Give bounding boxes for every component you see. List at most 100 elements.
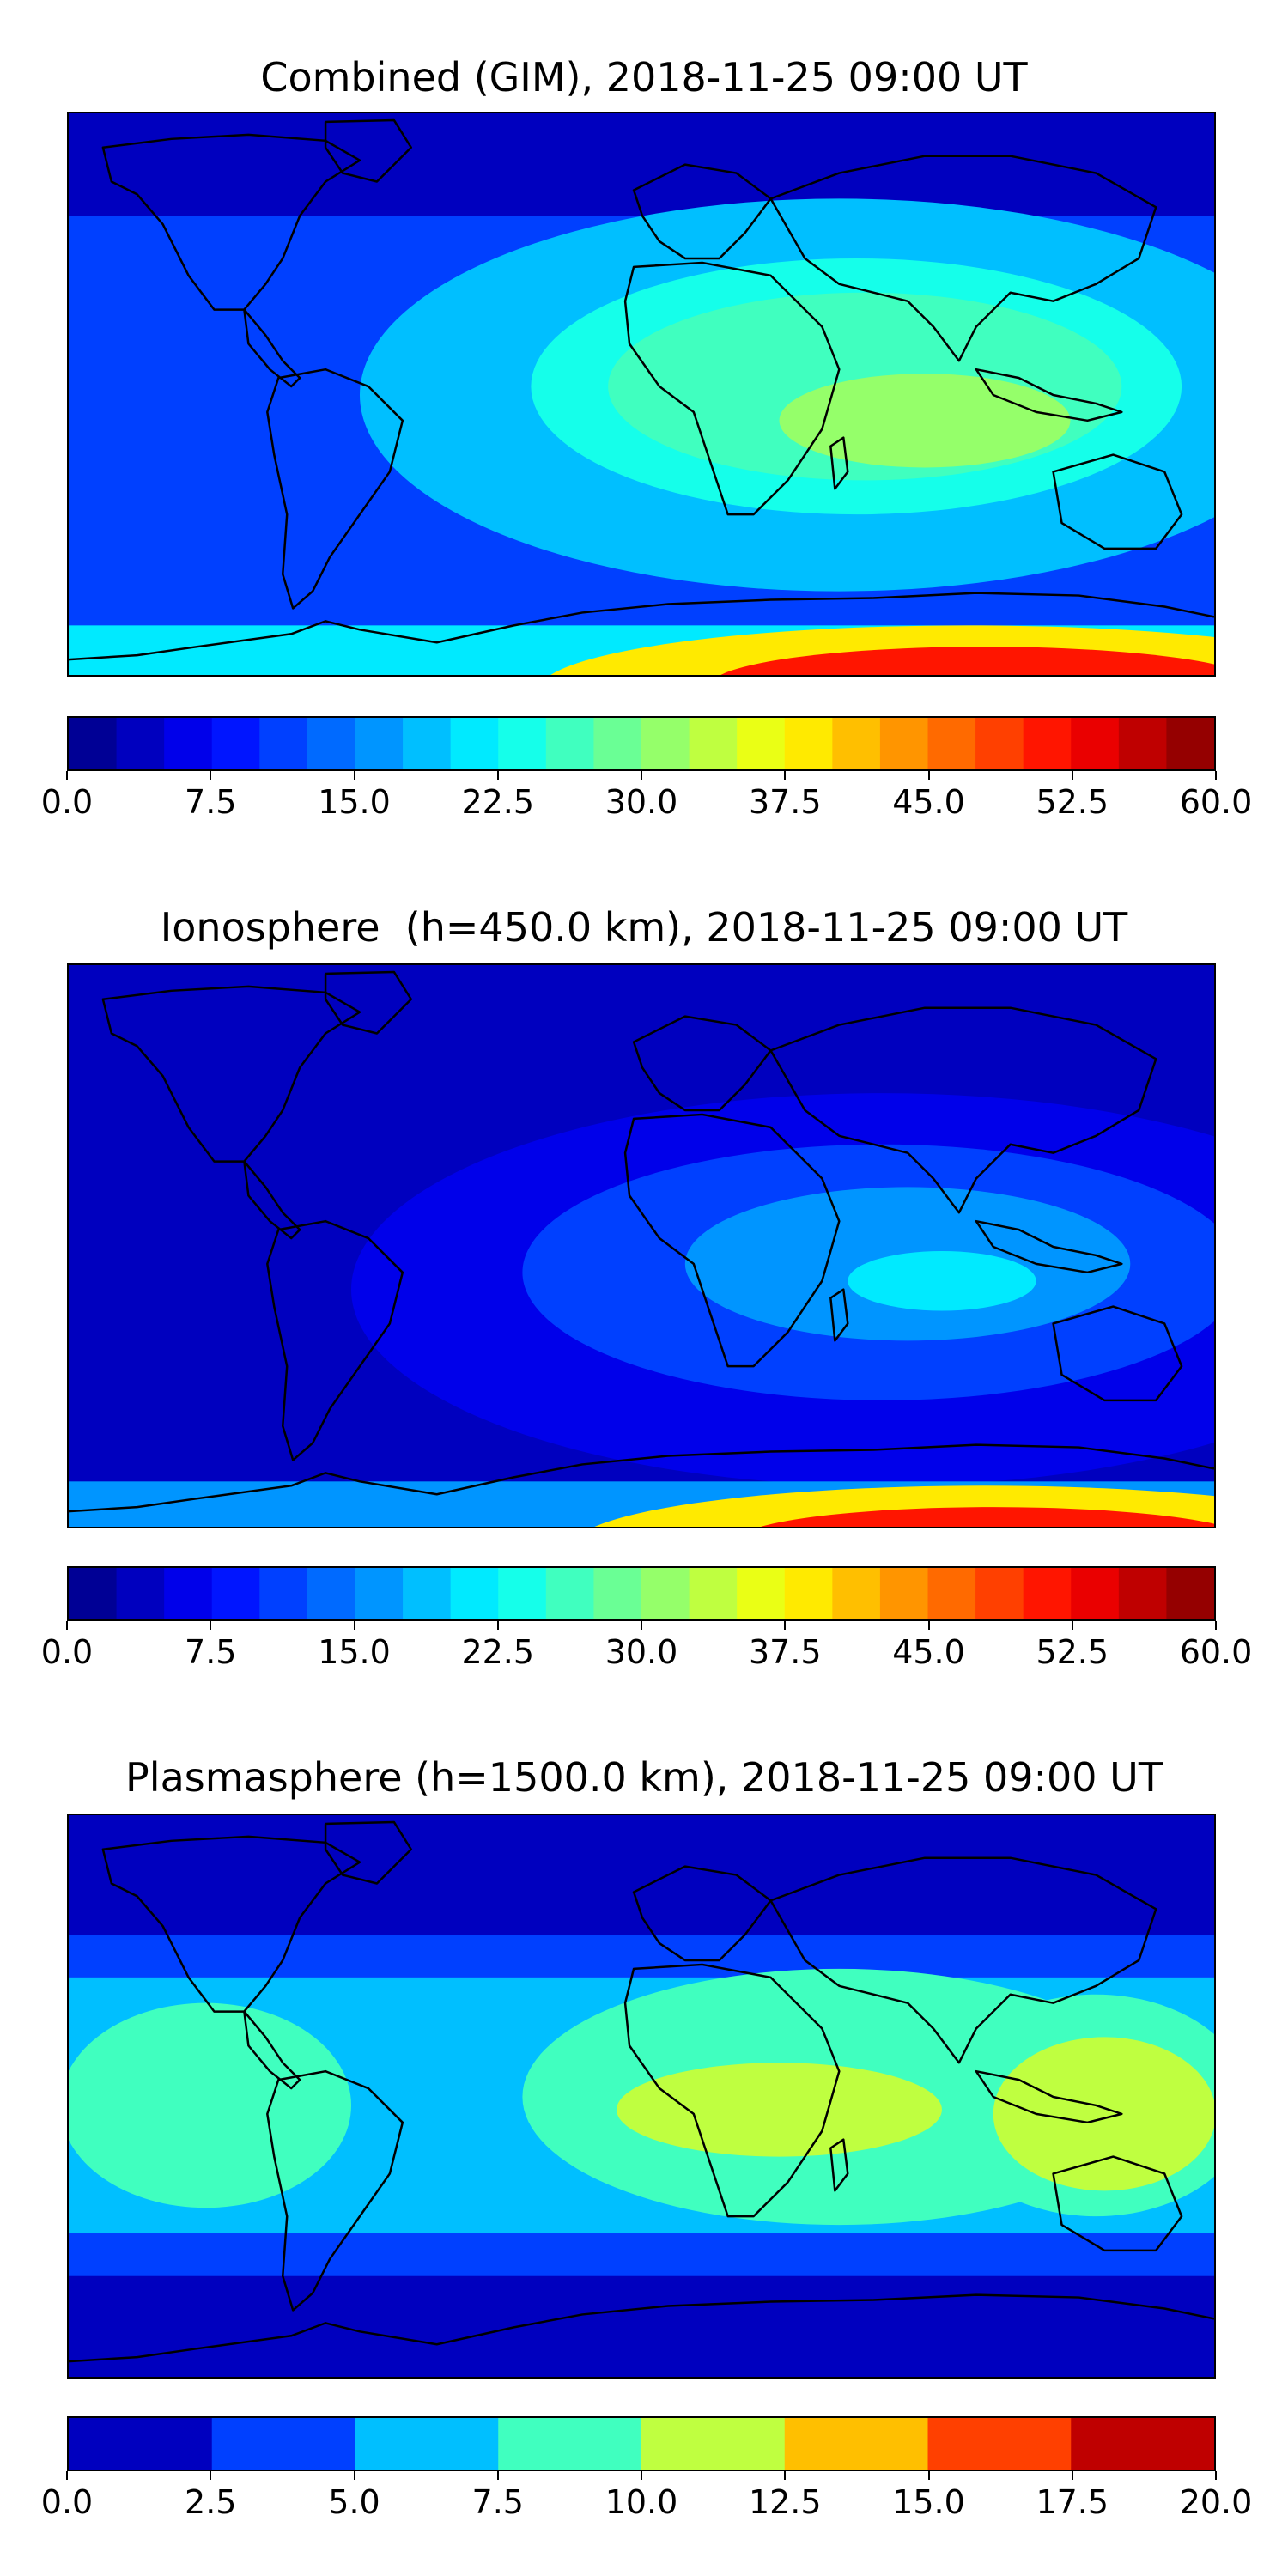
- colorbar-tick-label: 5.0: [328, 2483, 380, 2521]
- colorbar-tick-label: 45.0: [892, 1633, 965, 1671]
- colorbar-segment: [784, 718, 833, 769]
- colorbar-tick-mark: [66, 771, 68, 780]
- colorbar-segment: [69, 2418, 213, 2470]
- coastline: [243, 2010, 301, 2090]
- colorbar-tick-mark: [496, 771, 499, 780]
- coastline: [324, 970, 413, 1035]
- colorbar-segment: [498, 1568, 547, 1619]
- colorbar-tick-label: 15.0: [892, 2483, 965, 2521]
- contour-region: [69, 113, 1214, 216]
- colorbar-tick-label: 30.0: [605, 1633, 678, 1671]
- colorbar-tick-mark: [353, 771, 355, 780]
- colorbar-tick-mark: [1215, 1621, 1217, 1630]
- colorbar-tick-label: 0.0: [40, 783, 94, 821]
- colorbar-tick-mark: [1215, 2471, 1217, 2480]
- coastline: [769, 1856, 1157, 2064]
- colorbar-tick-mark: [210, 2471, 212, 2480]
- colorbar-segment: [641, 1568, 690, 1619]
- colorbar-segment: [116, 1568, 165, 1619]
- coastline: [69, 592, 1214, 661]
- colorbar-tick-label: 52.5: [1036, 1633, 1109, 1671]
- coastline: [829, 2138, 849, 2192]
- colorbar-segment: [689, 1568, 738, 1619]
- colorbar-tick-mark: [210, 771, 212, 780]
- colorbar-segment: [927, 718, 976, 769]
- coastline: [829, 1288, 849, 1342]
- coastline: [1052, 2155, 1183, 2252]
- map-combined: [67, 112, 1216, 677]
- colorbar-tick-label: 60.0: [1179, 783, 1253, 821]
- colorbar-tick-mark: [641, 771, 642, 780]
- colorbar-segment: [832, 1568, 881, 1619]
- colorbar-ticks: 0.0 2.5 5.0 7.5 10.0 12.5 15.0 17.5 20.0: [41, 2471, 1252, 2523]
- colorbar-tick-mark: [641, 1621, 642, 1630]
- coastline: [632, 163, 772, 260]
- colorbar-tick-label: 30.0: [605, 783, 678, 821]
- colorbar-segment: [116, 718, 165, 769]
- colorbar-segment: [69, 718, 118, 769]
- colorbar-segment: [403, 718, 452, 769]
- coastline: [101, 1835, 361, 2013]
- colorbar-segment: [1023, 718, 1072, 769]
- colorbar-ionosphere: [67, 1566, 1216, 1621]
- colorbar-tick-label: 2.5: [185, 2483, 237, 2521]
- coastline: [632, 1865, 772, 1962]
- colorbar-ticks: 0.0 7.5 15.0 22.5 30.0 37.5 45.0 52.5 60.0: [41, 1621, 1252, 1673]
- contour-region: [69, 2002, 351, 2208]
- coastline: [266, 1219, 404, 1461]
- colorbar-tick-mark: [784, 771, 787, 780]
- colorbar-segment: [355, 2418, 499, 2470]
- chart-title: Ionosphere (h=450.0 km), 2018-11-25 09:0…: [160, 904, 1128, 951]
- coastline: [769, 155, 1157, 362]
- coastline: [623, 261, 841, 516]
- colorbar-segment: [593, 718, 642, 769]
- contour-region: [617, 2063, 942, 2157]
- contour-region: [779, 374, 1071, 468]
- colorbar-tick-mark: [1071, 771, 1073, 780]
- colorbar-segment: [1166, 1568, 1214, 1619]
- colorbar-segment: [641, 718, 690, 769]
- colorbar-segment: [1118, 1568, 1168, 1619]
- coastline: [101, 985, 361, 1163]
- contour-region: [720, 647, 1214, 675]
- colorbar-segment: [927, 2418, 1072, 2470]
- colorbar-tick-label: 0.0: [40, 2483, 94, 2521]
- colorbar-segment: [498, 2418, 642, 2470]
- coastline: [623, 1963, 841, 2218]
- colorbar-tick-mark: [353, 1621, 355, 1630]
- colorbar-segment: [545, 718, 595, 769]
- colorbar-segment: [259, 718, 308, 769]
- colorbar-tick-mark: [353, 2471, 355, 2480]
- colorbar-tick-mark: [1071, 2471, 1073, 2480]
- colorbar-segment: [879, 1568, 929, 1619]
- colorbar-segment: [593, 1568, 642, 1619]
- colorbar-tick-mark: [496, 2471, 499, 2480]
- chart-title: Combined (GIM), 2018-11-25 09:00 UT: [260, 54, 1028, 100]
- colorbar-tick-label: 0.0: [40, 1633, 94, 1671]
- colorbar-segment: [784, 2418, 929, 2470]
- colorbar-segment: [1071, 1568, 1120, 1619]
- colorbar-segment: [403, 1568, 452, 1619]
- colorbar-tick-label: 22.5: [461, 783, 535, 821]
- colorbar-segment: [1166, 718, 1214, 769]
- colorbar-tick-label: 10.0: [605, 2483, 678, 2521]
- colorbar-segment: [211, 718, 260, 769]
- colorbar-tick-label: 17.5: [1036, 2483, 1109, 2521]
- colorbar-tick-label: 7.5: [185, 783, 237, 821]
- contour-region: [761, 1507, 1214, 1527]
- colorbar-segment: [164, 718, 213, 769]
- coastline: [1052, 453, 1183, 550]
- colorbar-tick-mark: [496, 1621, 499, 1630]
- colorbar-plasmasphere: [67, 2416, 1216, 2471]
- colorbar-tick-mark: [66, 2471, 68, 2480]
- colorbar-tick-label: 45.0: [892, 783, 965, 821]
- coastline: [266, 368, 404, 610]
- colorbar-tick-label: 60.0: [1179, 1633, 1253, 1671]
- map-plasmasphere: [67, 1814, 1216, 2379]
- colorbar-tick-label: 15.0: [318, 783, 391, 821]
- contour-region: [993, 2037, 1214, 2191]
- colorbar-tick-label: 7.5: [471, 2483, 524, 2521]
- colorbar-segment: [927, 1568, 976, 1619]
- coastline: [266, 2069, 404, 2312]
- chart-title: Plasmasphere (h=1500.0 km), 2018-11-25 0…: [125, 1754, 1163, 1801]
